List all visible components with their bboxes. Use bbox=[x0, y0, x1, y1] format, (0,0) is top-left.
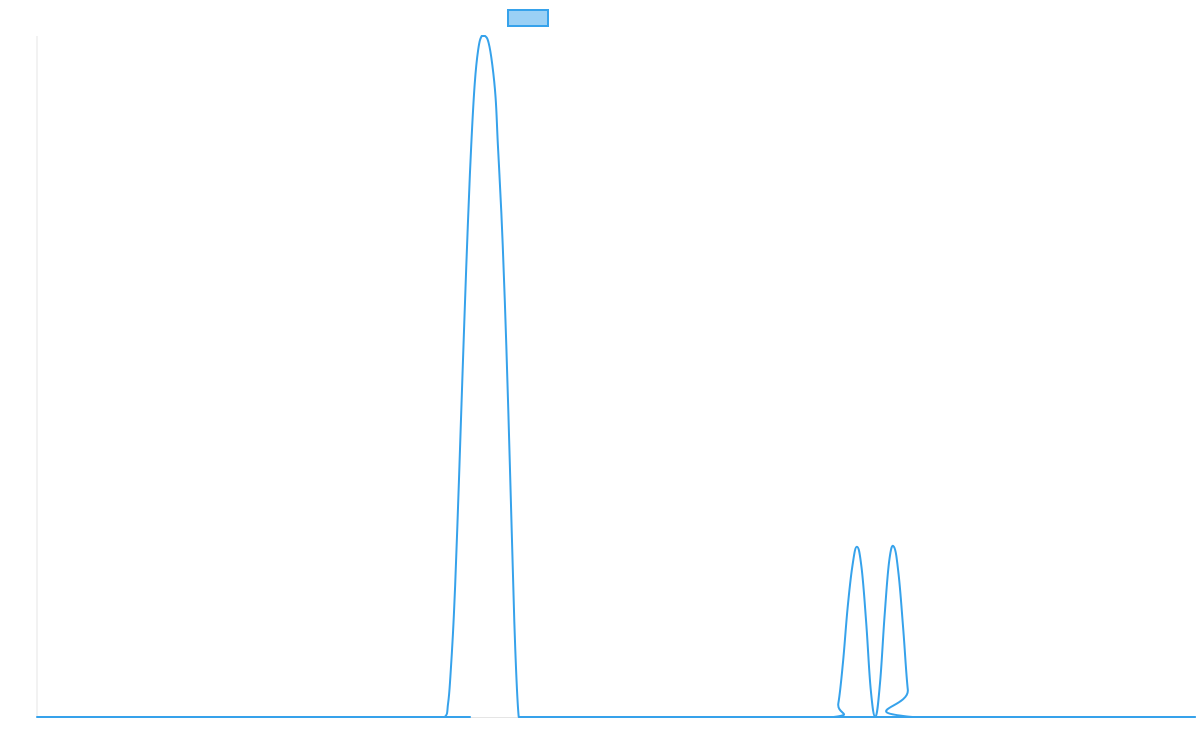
axes bbox=[36, 36, 1195, 718]
series-line-1 bbox=[36, 35, 1196, 719]
series-layer bbox=[36, 35, 1196, 719]
series-line-2 bbox=[730, 544, 1196, 719]
legend[interactable] bbox=[507, 9, 549, 27]
legend-swatch bbox=[507, 9, 549, 27]
